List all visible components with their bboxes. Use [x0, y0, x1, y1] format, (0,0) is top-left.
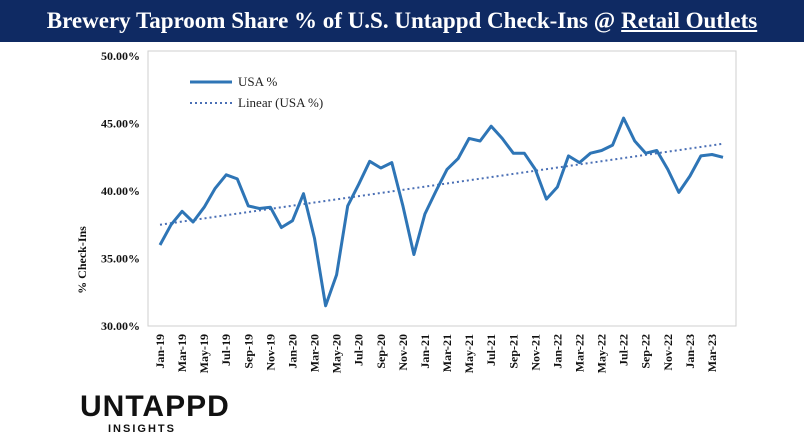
y-tick-label: 30.00% — [101, 319, 140, 333]
x-tick-label: Sep-21 — [506, 334, 520, 369]
legend: USA % Linear (USA %) — [190, 74, 323, 110]
data-point — [214, 187, 217, 190]
series-line-usa — [158, 116, 724, 308]
legend-label-linear: Linear (USA %) — [238, 95, 323, 110]
y-tick-label: 40.00% — [101, 184, 140, 198]
y-tick-label: 35.00% — [101, 252, 140, 266]
data-point — [390, 161, 393, 164]
x-tick-label: Nov-19 — [263, 334, 277, 371]
data-point — [170, 223, 173, 226]
x-tick-label: Jan-20 — [285, 334, 299, 369]
x-tick-label: Nov-22 — [661, 334, 675, 371]
x-tick-label: May-21 — [462, 334, 476, 373]
data-point — [446, 168, 449, 171]
data-point — [545, 198, 548, 201]
x-tick-label: Nov-20 — [396, 334, 410, 371]
data-point — [644, 152, 647, 155]
y-tick-label: 50.00% — [101, 49, 140, 63]
data-point — [578, 161, 581, 164]
x-axis-ticks: Jan-19 Mar-19 May-19 Jul-19 Sep-19 Nov-19 Jan-… — [153, 334, 719, 373]
data-point — [302, 192, 305, 195]
logo-tagline: INSIGHTS — [108, 423, 176, 435]
data-point — [379, 167, 382, 170]
x-tick-label: Nov-21 — [528, 334, 542, 371]
data-point — [534, 168, 537, 171]
data-point — [435, 190, 438, 193]
data-point — [368, 160, 371, 163]
data-point — [203, 206, 206, 209]
x-tick-label: Jul-21 — [484, 334, 498, 366]
data-point — [666, 168, 669, 171]
data-point — [512, 152, 515, 155]
y-axis-label: % Check-Ins — [75, 226, 89, 294]
trend-line — [159, 142, 724, 226]
data-point — [346, 204, 349, 207]
data-point — [313, 237, 316, 240]
data-point — [258, 207, 261, 210]
data-point — [401, 204, 404, 207]
x-tick-label: Mar-19 — [175, 334, 189, 372]
x-tick-label: Mar-22 — [572, 334, 586, 372]
data-point — [633, 140, 636, 143]
x-tick-label: Mar-20 — [308, 334, 322, 372]
legend-label-usa: USA % — [238, 74, 278, 89]
x-tick-label: Jan-22 — [550, 334, 564, 369]
x-tick-label: Jan-23 — [683, 334, 697, 369]
data-point — [236, 177, 239, 180]
line-chart: 50.00% 45.00% 40.00% 35.00% 30.00% Jan-19 Mar… — [75, 49, 737, 373]
data-point — [567, 154, 570, 157]
data-point — [225, 173, 228, 176]
data-point — [699, 154, 702, 157]
data-point — [677, 191, 680, 194]
data-point — [589, 152, 592, 155]
x-tick-label: May-22 — [595, 334, 609, 373]
chart-title: Brewery Taproom Share % of U.S. Untappd … — [46, 8, 616, 33]
untappd-logo: UNTAPPD INSIGHTS — [80, 390, 230, 436]
data-point — [622, 117, 625, 120]
data-point — [159, 244, 162, 247]
data-point — [501, 137, 504, 140]
x-tick-label: Sep-22 — [639, 334, 653, 369]
data-point — [280, 226, 283, 229]
plot-frame — [147, 50, 737, 327]
data-point — [269, 206, 272, 209]
data-point — [523, 152, 526, 155]
data-point — [357, 183, 360, 186]
x-tick-label: May-19 — [197, 334, 211, 373]
data-point — [457, 157, 460, 160]
x-tick-label: Jan-19 — [153, 334, 167, 369]
x-tick-label: May-20 — [330, 334, 344, 373]
data-point — [556, 186, 559, 189]
x-tick-label: Jul-20 — [352, 334, 366, 366]
chart-title-link: Retail Outlets — [621, 8, 758, 33]
x-tick-label: Sep-20 — [374, 334, 388, 369]
x-tick-label: Jul-19 — [219, 334, 233, 366]
data-point — [655, 149, 658, 152]
data-point — [335, 273, 338, 276]
data-point — [192, 221, 195, 224]
data-point — [412, 253, 415, 256]
data-point — [611, 144, 614, 147]
x-tick-label: Sep-19 — [241, 334, 255, 369]
data-point — [479, 140, 482, 143]
y-axis-ticks: 50.00% 45.00% 40.00% 35.00% 30.00% — [101, 49, 140, 333]
data-point — [711, 153, 714, 156]
data-point — [722, 156, 725, 159]
data-point — [468, 137, 471, 140]
data-point — [688, 175, 691, 178]
x-tick-label: Mar-23 — [705, 334, 719, 372]
data-point — [181, 210, 184, 213]
chart-title-bar: Brewery Taproom Share % of U.S. Untappd … — [0, 0, 804, 42]
data-point — [600, 149, 603, 152]
y-tick-label: 45.00% — [101, 117, 140, 131]
x-tick-label: Mar-21 — [440, 334, 454, 372]
data-point — [324, 304, 327, 307]
data-point — [490, 125, 493, 128]
x-tick-label: Jul-22 — [617, 334, 631, 366]
data-point — [247, 204, 250, 207]
data-point — [423, 213, 426, 216]
logo-name: UNTAPPD — [80, 390, 230, 423]
x-tick-label: Jan-21 — [418, 334, 432, 369]
data-point — [291, 219, 294, 222]
